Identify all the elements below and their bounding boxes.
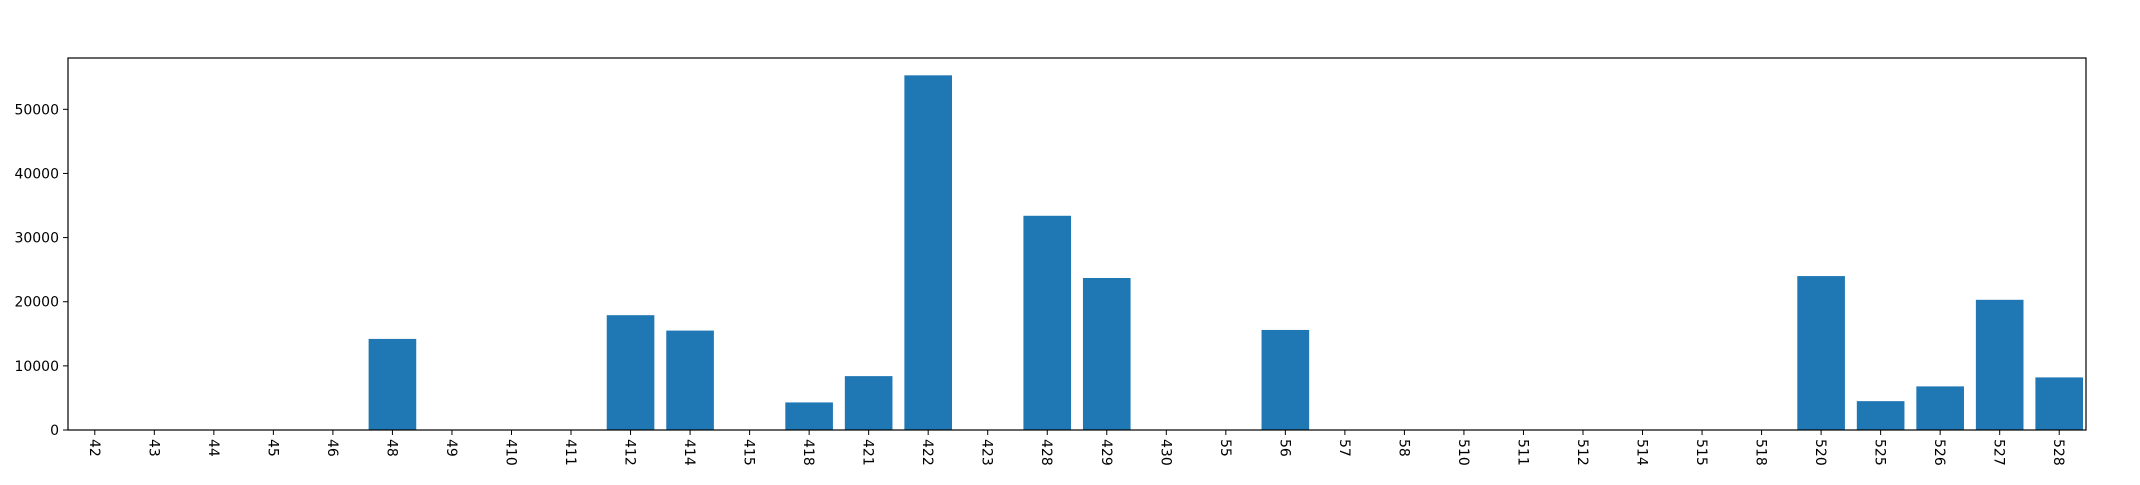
y-tick-label: 40000: [14, 166, 59, 182]
x-tick-label: 412: [622, 439, 638, 466]
bar-428: [1023, 215, 1072, 430]
x-tick-label: 514: [1634, 439, 1650, 466]
bar-525: [1856, 401, 1905, 430]
x-tick-label: 421: [860, 439, 876, 466]
x-tick-label: 518: [1753, 439, 1769, 466]
x-tick-label: 429: [1098, 439, 1114, 466]
bar-421: [844, 376, 893, 430]
bar-520: [1797, 276, 1845, 430]
y-axis: 0 10000 20000 30000 40000 50000: [14, 102, 68, 439]
x-tick-label: 415: [741, 439, 757, 466]
x-tick-label: 410: [502, 439, 518, 466]
bar-429: [1082, 277, 1131, 430]
y-tick-label: 50000: [14, 102, 59, 118]
bar-412: [606, 315, 655, 430]
bar-418: [785, 402, 833, 430]
x-tick-label: 520: [1812, 439, 1828, 466]
x-tick-label: 411: [562, 439, 578, 466]
bar-527: [1975, 299, 2024, 430]
x-tick-label: 57: [1336, 439, 1352, 457]
x-tick-label: 48: [383, 439, 399, 457]
x-tick-label: 510: [1455, 439, 1471, 466]
x-tick-label: 42: [86, 439, 102, 457]
x-tick-label: 512: [1574, 439, 1590, 466]
y-tick-label: 0: [50, 423, 59, 439]
x-tick-label: 44: [205, 439, 221, 457]
x-tick-label: 525: [1872, 439, 1888, 466]
bar-414: [666, 330, 714, 430]
x-tick-label: 526: [1931, 439, 1947, 466]
x-tick-label: 45: [264, 439, 280, 457]
x-tick-label: 428: [1038, 439, 1054, 466]
y-tick-label: 30000: [14, 231, 59, 247]
y-tick-label: 10000: [14, 359, 59, 375]
x-tick-label: 430: [1157, 439, 1173, 466]
bar-528: [2035, 377, 2084, 430]
bar-526: [1916, 386, 1964, 430]
x-tick-label: 49: [443, 439, 459, 457]
bar-422: [904, 75, 952, 430]
bar-48: [368, 338, 417, 430]
x-tick-label: 46: [324, 439, 340, 457]
bars-group: [368, 75, 2084, 430]
x-tick-label: 422: [919, 439, 935, 466]
x-tick-label: 528: [2050, 439, 2066, 466]
x-tick-label: 56: [1276, 439, 1292, 457]
bar-56: [1261, 329, 1310, 430]
x-axis: 42 43 44 45 46 48 49 410 411 412 414 415 418 421 422 42…: [86, 430, 2066, 466]
x-tick-label: 423: [979, 439, 995, 466]
x-tick-label: 55: [1217, 439, 1233, 457]
y-tick-label: 20000: [14, 295, 59, 311]
x-tick-label: 515: [1693, 439, 1709, 466]
x-tick-label: 43: [145, 439, 161, 457]
x-tick-label: 418: [800, 439, 816, 466]
x-tick-label: 414: [681, 439, 697, 466]
x-tick-label: 58: [1395, 439, 1411, 457]
plot-frame: [67, 57, 2087, 431]
x-tick-label: 511: [1514, 439, 1530, 466]
x-tick-label: 527: [1991, 439, 2007, 466]
